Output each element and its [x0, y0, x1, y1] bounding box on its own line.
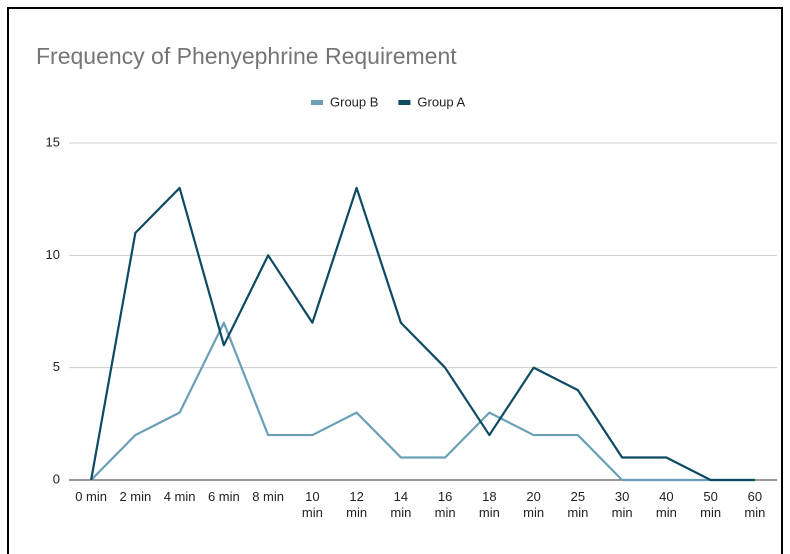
- legend-swatch: [311, 100, 323, 105]
- x-tick-label: 18 min: [478, 489, 500, 520]
- x-tick-label: 8 min: [252, 489, 285, 504]
- x-tick-label: 14 min: [390, 489, 412, 520]
- y-tick-label: 10: [46, 247, 60, 262]
- x-tick-label: 20 min: [523, 489, 545, 520]
- series-line: [90, 321, 755, 482]
- x-tick-label: 16 min: [434, 489, 456, 520]
- x-tick-label: 10 min: [301, 489, 323, 520]
- x-tick-label: 40 min: [655, 489, 677, 520]
- y-tick-label: 5: [53, 359, 60, 374]
- legend-label: Group B: [330, 94, 378, 109]
- x-tick-label: 2 min: [119, 489, 152, 504]
- x-tick-label: 30 min: [611, 489, 633, 520]
- series-line: [90, 186, 755, 482]
- frame: [7, 7, 783, 554]
- y-tick-label: 15: [46, 134, 60, 149]
- y-tick-label: 0: [53, 471, 60, 486]
- x-tick-label: 60 min: [744, 489, 766, 520]
- legend-swatch: [398, 100, 411, 105]
- x-tick-label: 12 min: [346, 489, 368, 520]
- x-tick-label: 6 min: [207, 489, 240, 504]
- x-tick-label: 0 min: [75, 489, 108, 504]
- x-tick-label: 50 min: [700, 489, 722, 520]
- x-tick-label: 4 min: [163, 489, 196, 504]
- chart-title: Frequency of Phenyephrine Requirement: [36, 43, 457, 69]
- legend-label: Group A: [417, 94, 465, 109]
- x-tick-label: 25 min: [567, 489, 589, 520]
